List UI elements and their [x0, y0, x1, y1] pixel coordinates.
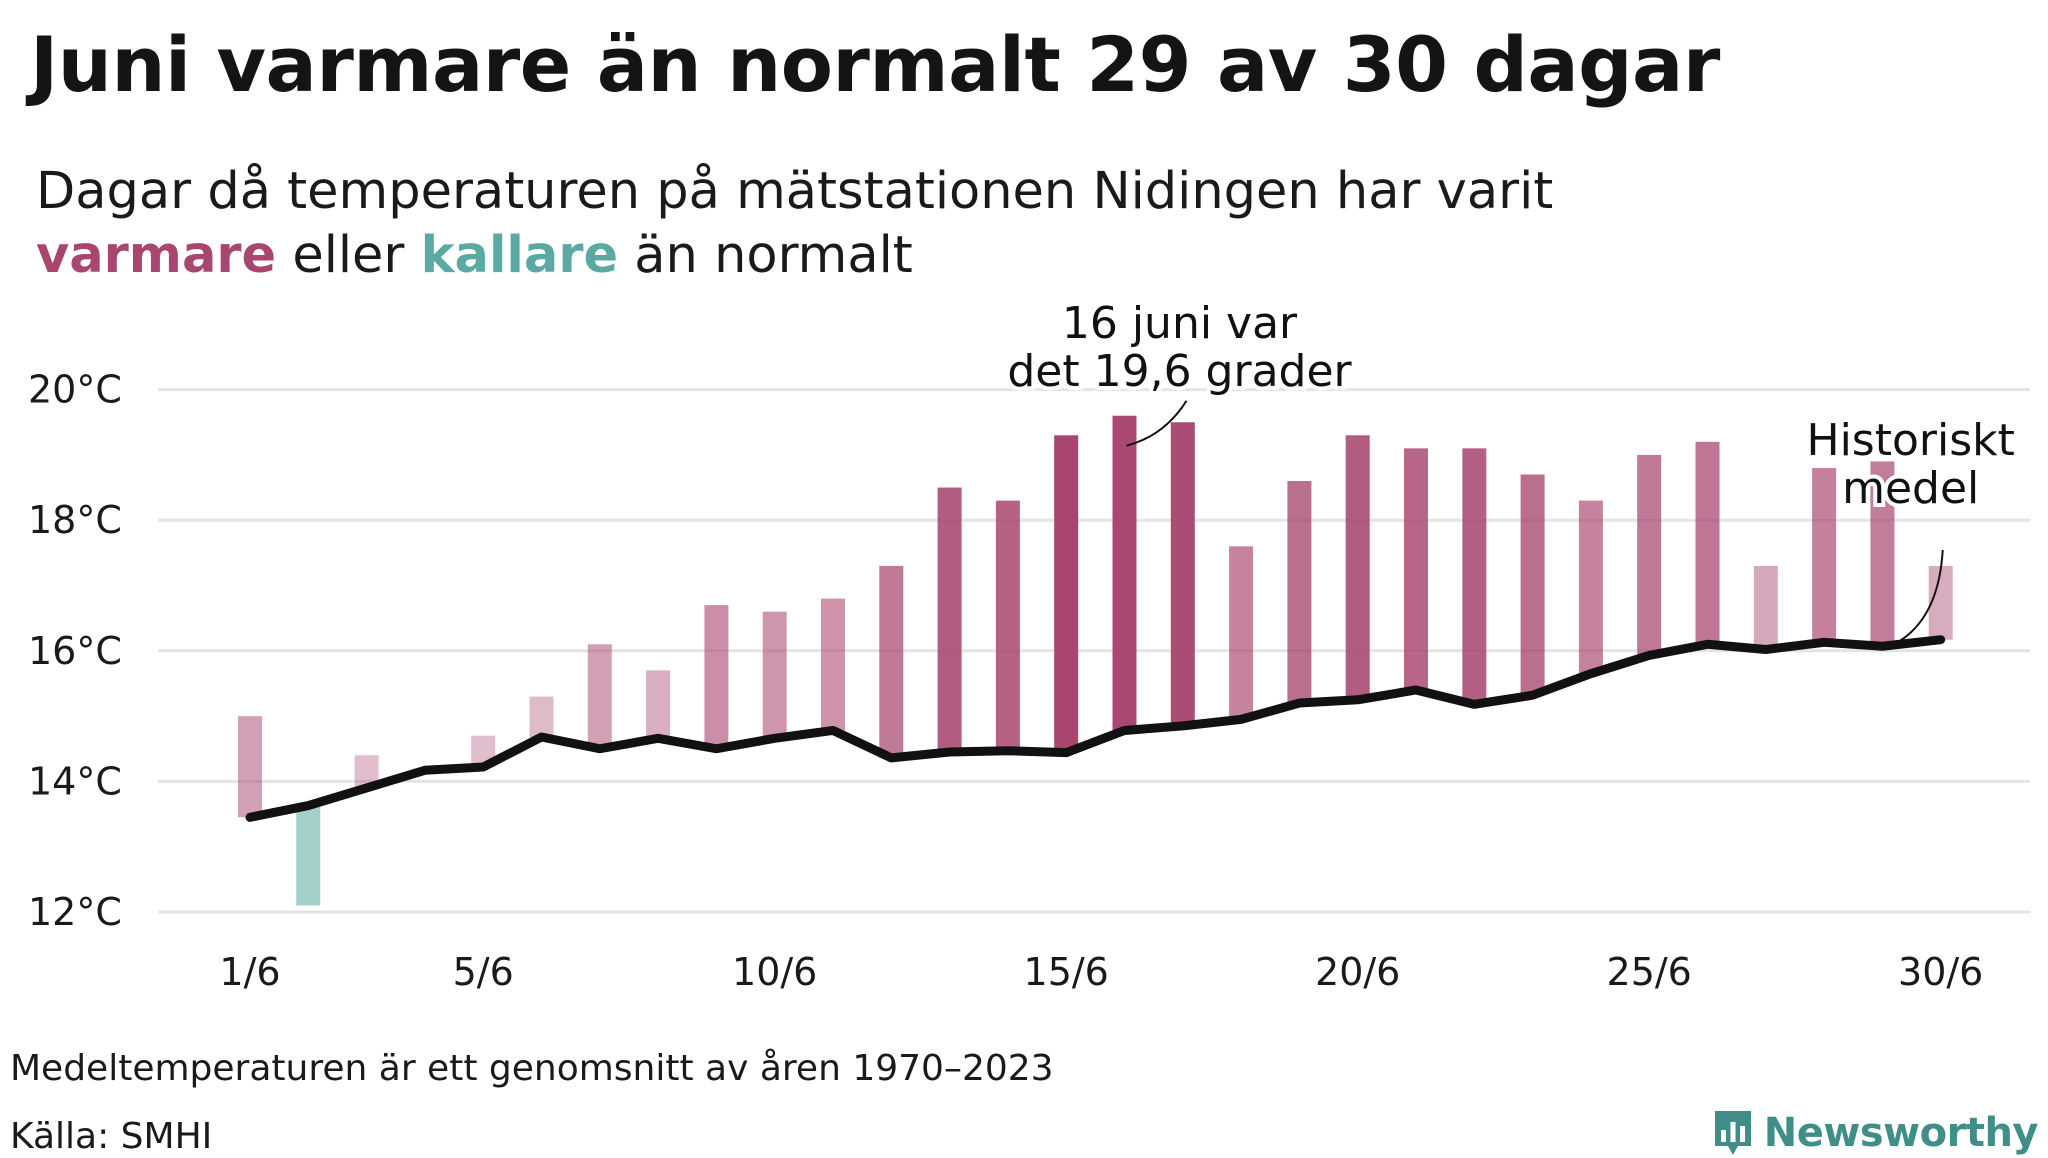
x-tick-label-20: 20/6 [1315, 950, 1400, 994]
annotation-mean-line-1: Historiskt [1807, 415, 2015, 466]
temp-bar-day-16 [1112, 415, 1137, 731]
temp-bar-day-6 [529, 696, 554, 737]
y-tick-label-20: 20°C [28, 368, 122, 412]
temp-bar-day-26 [1695, 441, 1720, 645]
historical-mean-line [245, 635, 1946, 822]
legend-cold-label: kallare [420, 226, 619, 285]
source-credit: Källa: SMHI [10, 1116, 213, 1157]
temp-bar-day-10 [762, 611, 787, 739]
annotation-max-line-2: det 19,6 grader [1007, 346, 1352, 397]
chart-subtitle: Dagar då temperaturen på mätstationen Ni… [36, 160, 1553, 288]
subtitle-line-2: varmare eller kallare än normalt [36, 224, 1553, 288]
temp-bar-day-25 [1637, 454, 1662, 656]
temp-bar-day-21 [1404, 448, 1428, 690]
temp-bar-day-20 [1345, 435, 1370, 700]
temperature-chart: 12°C 14°C 16°C 18°C 20°C 1/6 5/6 10/6 15/6 20/6 2… [28, 294, 2030, 994]
temp-bar-day-23 [1520, 474, 1545, 696]
temp-bar-day-18 [1229, 546, 1254, 720]
y-tick-label-16: 16°C [28, 629, 122, 673]
subtitle-line-1: Dagar då temperaturen på mätstationen Ni… [36, 162, 1554, 221]
chart-title: Juni varmare än normalt 29 av 30 dagar [30, 20, 1720, 109]
temperature-bars [238, 415, 1953, 906]
temp-bar-day-12 [879, 565, 904, 758]
newsworthy-logo-icon [1714, 1111, 1751, 1155]
temp-bar-day-14 [995, 500, 1020, 751]
legend-warm-label: varmare [36, 226, 277, 285]
annotation-mean-pointer [1893, 549, 1944, 646]
annotation-mean-line-2: medel [1842, 463, 1979, 514]
newsworthy-logo-text: Newsworthy [1763, 1110, 2039, 1156]
x-tick-label-15: 15/6 [1024, 950, 1109, 994]
historical-mean-line-group [245, 635, 1946, 822]
newsworthy-logo[interactable]: Newsworthy [1712, 1108, 2039, 1158]
temp-bar-day-9 [704, 605, 729, 749]
temp-bar-day-7 [587, 644, 612, 749]
temp-bar-day-28 [1812, 467, 1837, 643]
y-tick-label-18: 18°C [28, 498, 122, 542]
x-axis-labels: 1/6 5/6 10/6 15/6 20/6 25/6 30/6 [219, 950, 1983, 994]
x-tick-label-1: 1/6 [219, 950, 280, 994]
y-tick-label-12: 12°C [28, 890, 122, 934]
annotation-max-line-1: 16 juni var [1062, 298, 1298, 349]
subtitle-middle: eller [292, 226, 405, 285]
annotation-max-pointer [1126, 400, 1188, 447]
temp-bar-day-11 [821, 598, 845, 731]
y-axis-labels: 12°C 14°C 16°C 18°C 20°C [28, 368, 122, 934]
temp-bar-day-15 [1054, 435, 1079, 753]
subtitle-end: än normalt [634, 226, 913, 285]
x-tick-label-10: 10/6 [732, 950, 817, 994]
temp-bar-day-22 [1462, 448, 1487, 705]
temp-bar-day-29 [1870, 461, 1895, 647]
x-tick-label-5: 5/6 [453, 950, 514, 994]
temp-bar-day-8 [646, 670, 671, 739]
temp-bar-day-17 [1170, 422, 1195, 726]
footnote: Medeltemperaturen är ett genomsnitt av å… [10, 1048, 1054, 1089]
x-tick-label-30: 30/6 [1898, 950, 1983, 994]
temp-bar-day-30 [1928, 565, 1953, 640]
temp-bar-day-19 [1287, 481, 1312, 704]
temp-bar-day-27 [1753, 565, 1778, 650]
temp-bar-day-2 [296, 805, 321, 906]
temp-bar-day-1 [238, 716, 262, 818]
temp-bar-day-24 [1578, 500, 1603, 674]
y-tick-label-14: 14°C [28, 759, 122, 803]
x-tick-label-25: 25/6 [1607, 950, 1692, 994]
temp-bar-day-13 [937, 487, 962, 753]
